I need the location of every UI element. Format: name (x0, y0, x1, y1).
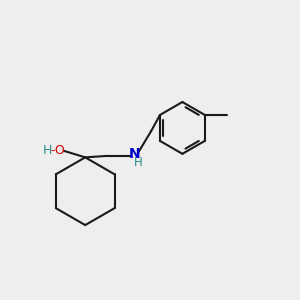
Text: H: H (134, 156, 142, 169)
Text: N: N (128, 146, 140, 161)
Text: -O: -O (50, 144, 65, 157)
Text: H: H (43, 144, 52, 157)
